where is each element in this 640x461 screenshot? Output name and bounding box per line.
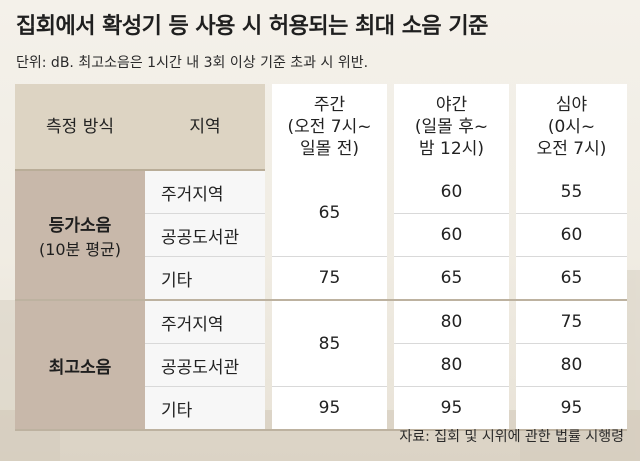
group-name: 최고소음	[48, 357, 112, 378]
header-evening-line1: 야간	[435, 95, 468, 115]
header-night-line2: (0시~	[547, 117, 596, 137]
value-evening: 60	[394, 213, 509, 257]
area-public-library: 공공도서관	[145, 213, 265, 257]
header-method: 측정 방식	[15, 84, 145, 171]
area-residential: 주거지역	[145, 170, 265, 214]
header-area: 지역	[145, 84, 265, 171]
value-day: 95	[272, 386, 387, 431]
group-sub: (10분 평균)	[38, 239, 122, 259]
header-night-line3: 오전 7시)	[536, 139, 607, 159]
value-evening: 80	[394, 300, 509, 344]
header-night-line1: 심야	[555, 95, 588, 115]
value-night: 75	[516, 300, 627, 344]
header-night: 심야 (0시~ 오전 7시)	[516, 84, 627, 170]
area-other: 기타	[145, 256, 265, 301]
header-day-line2: (오전 7시~	[287, 117, 372, 137]
value-day: 75	[272, 256, 387, 301]
group-equivalent-noise: 등가소음 (10분 평균)	[15, 170, 145, 301]
value-night: 95	[516, 386, 627, 431]
group-max-noise: 최고소음	[15, 300, 145, 431]
value-night: 60	[516, 213, 627, 257]
header-day-line1: 주간	[313, 95, 346, 115]
page-title: 집회에서 확성기 등 사용 시 허용되는 최대 소음 기준	[16, 14, 488, 39]
area-residential: 주거지역	[145, 300, 265, 344]
unit-note: 단위: dB. 최고소음은 1시간 내 3회 이상 기준 초과 시 위반.	[16, 55, 369, 71]
value-evening: 65	[394, 256, 509, 301]
value-night: 65	[516, 256, 627, 301]
value-day-merged: 65	[272, 170, 387, 257]
area-public-library: 공공도서관	[145, 343, 265, 387]
group-name: 등가소음	[48, 215, 112, 236]
value-evening: 80	[394, 343, 509, 387]
value-night: 80	[516, 343, 627, 387]
header-day-line3: 일몰 전)	[300, 139, 359, 159]
header-evening-line2: (일몰 후~	[414, 117, 489, 137]
header-day: 주간 (오전 7시~ 일몰 전)	[272, 84, 387, 170]
area-other: 기타	[145, 386, 265, 431]
value-evening: 95	[394, 386, 509, 431]
value-day-merged: 85	[272, 300, 387, 387]
header-evening: 야간 (일몰 후~ 밤 12시)	[394, 84, 509, 170]
source-note: 자료: 집회 및 시위에 관한 법률 시행령	[399, 429, 624, 445]
value-night: 55	[516, 170, 627, 214]
value-evening: 60	[394, 170, 509, 214]
header-evening-line3: 밤 12시)	[419, 139, 484, 159]
noise-standards-table: 측정 방식 지역 주간 (오전 7시~ 일몰 전) 야간 (일몰 후~ 밤 12…	[15, 84, 627, 431]
